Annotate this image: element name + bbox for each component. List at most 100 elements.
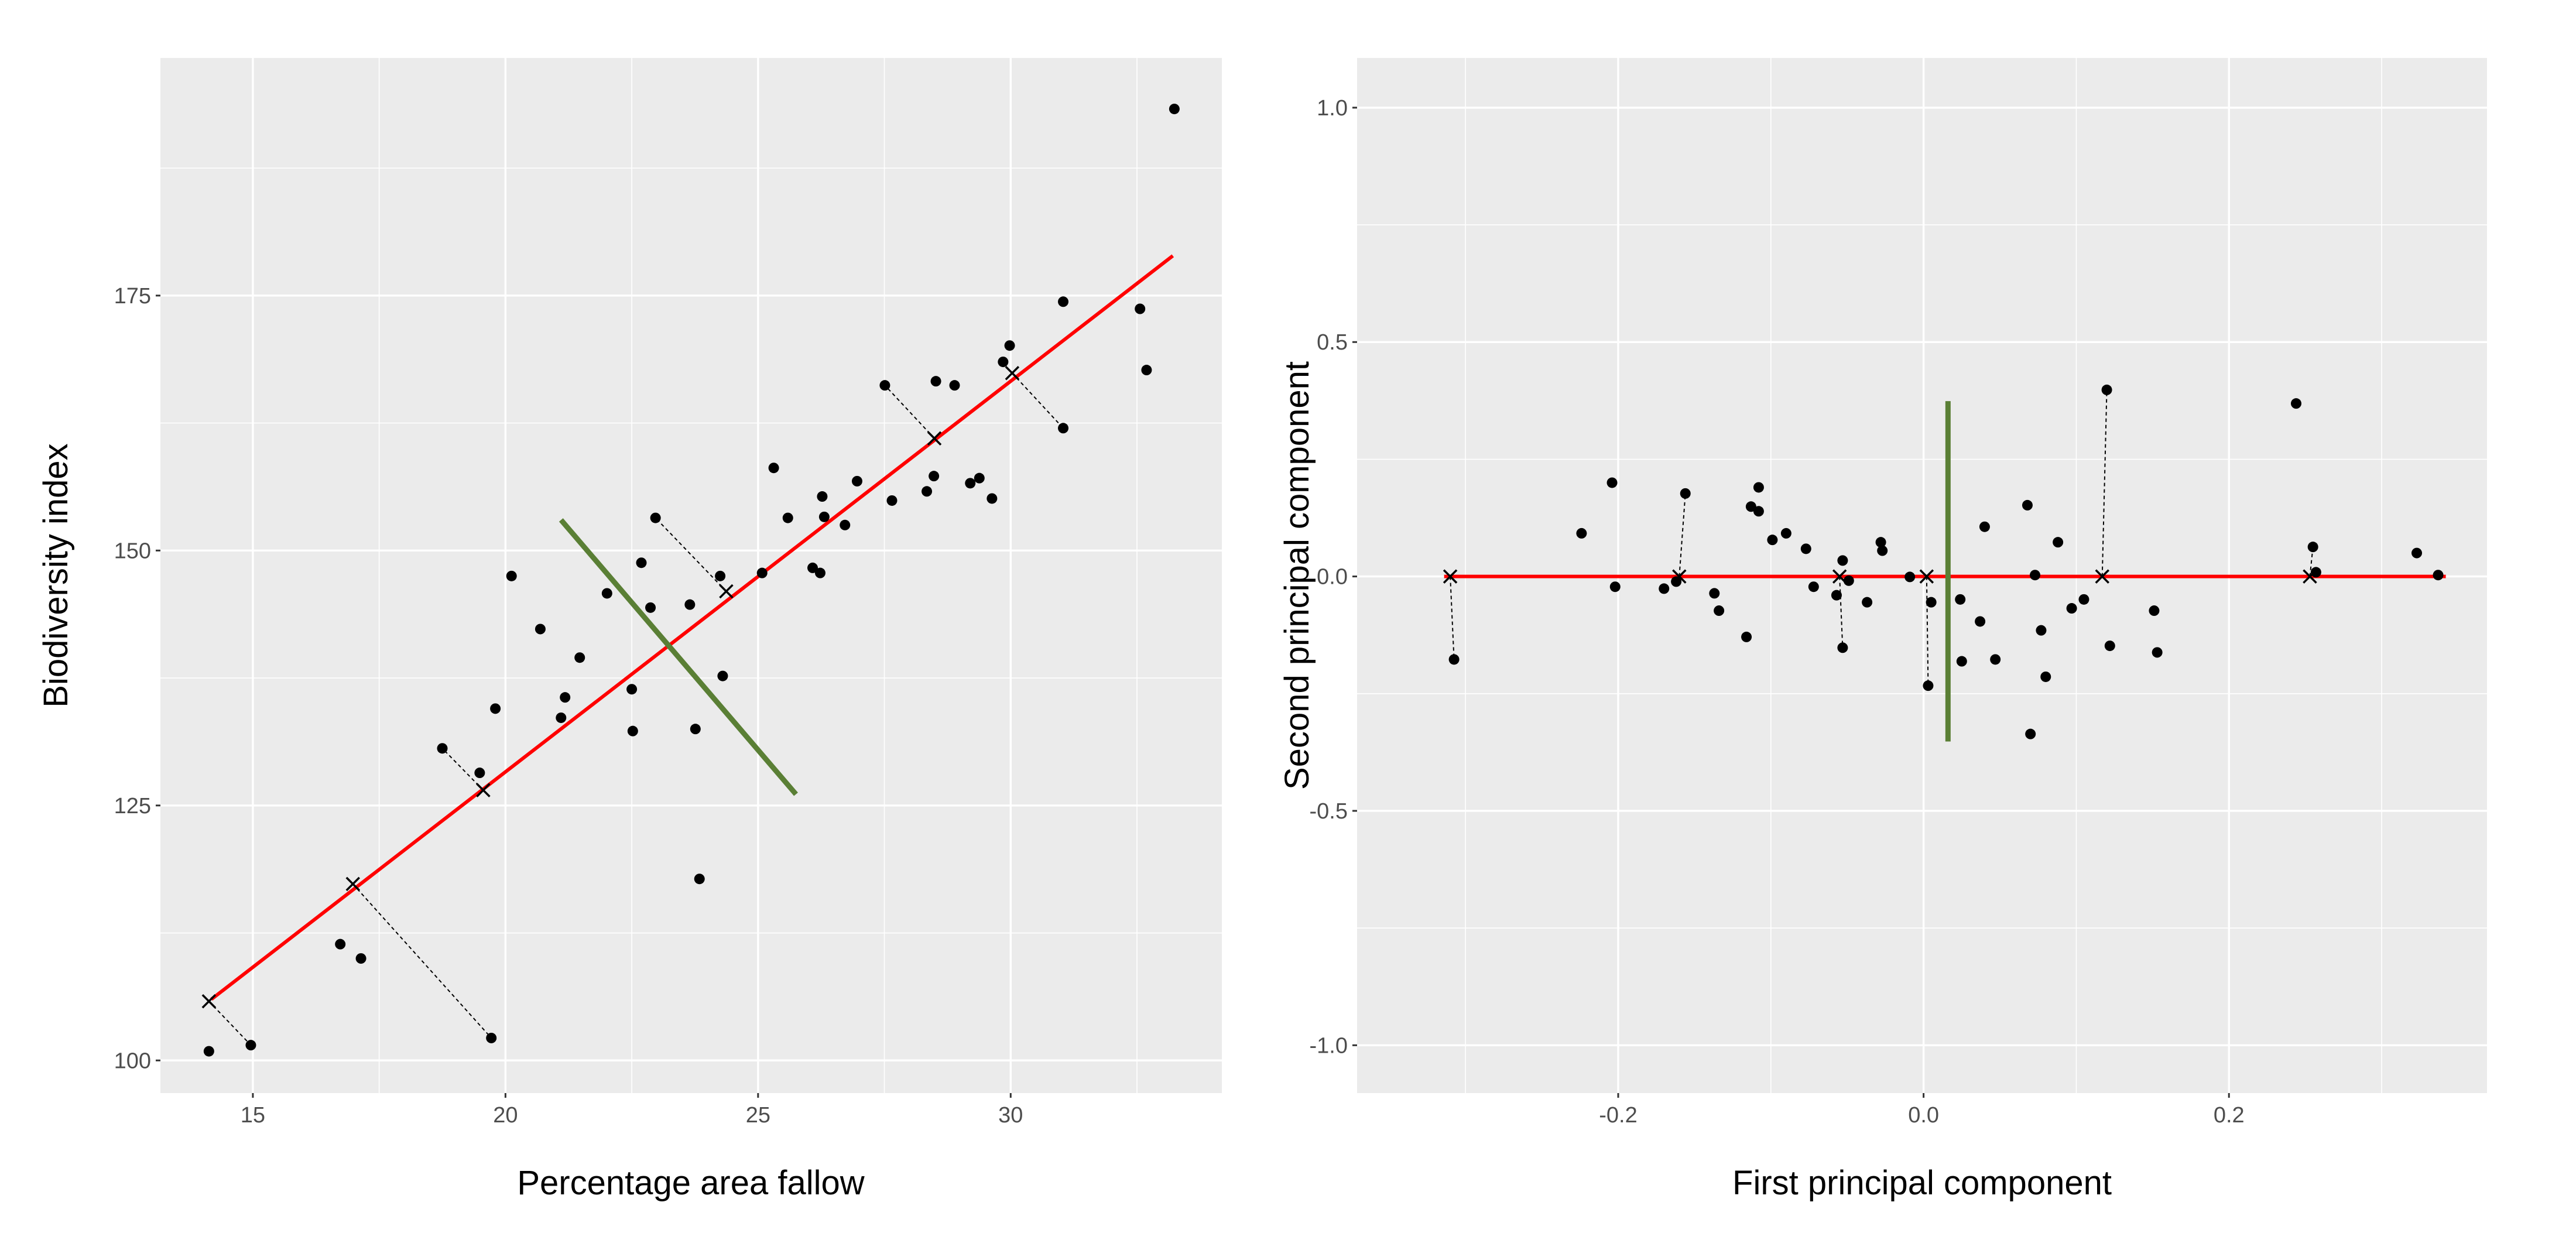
projection-dashed-line bbox=[655, 517, 727, 592]
data-point bbox=[1990, 654, 2001, 665]
data-point bbox=[817, 491, 828, 502]
data-point bbox=[840, 519, 851, 530]
projection-dashed-line bbox=[1678, 493, 1686, 577]
data-point bbox=[1956, 656, 1967, 667]
data-point bbox=[1671, 576, 1682, 587]
y-tick-label: -0.5 bbox=[1310, 799, 1348, 824]
y-tick-label: 0.5 bbox=[1317, 330, 1348, 355]
x-marker-stroke bbox=[476, 783, 491, 797]
projection-x-marker bbox=[201, 994, 217, 1009]
data-point bbox=[2307, 542, 2318, 553]
y-tick-label: 125 bbox=[114, 794, 151, 818]
y-tick-label: 150 bbox=[114, 539, 151, 563]
data-point bbox=[930, 376, 941, 387]
data-point bbox=[1448, 654, 1460, 665]
x-axis-title-right: First principal component bbox=[1732, 1164, 2112, 1202]
data-point bbox=[355, 953, 366, 964]
data-point bbox=[1923, 680, 1934, 691]
data-point bbox=[1753, 482, 1764, 493]
x-axis-title-left: Percentage area fallow bbox=[517, 1164, 865, 1202]
projection-x-marker bbox=[345, 876, 361, 892]
projection-dashed-line bbox=[1839, 576, 1844, 648]
data-point bbox=[2101, 384, 2112, 395]
data-point bbox=[886, 495, 898, 506]
x-tick-label: -0.2 bbox=[1599, 1103, 1637, 1128]
data-point bbox=[1875, 537, 1886, 548]
data-point bbox=[756, 567, 768, 578]
x-marker-stroke bbox=[927, 431, 942, 446]
data-point bbox=[2152, 647, 2163, 658]
projection-dashed-line bbox=[884, 385, 935, 439]
data-point bbox=[807, 562, 818, 573]
data-point bbox=[574, 652, 585, 663]
data-point bbox=[636, 557, 647, 568]
data-point bbox=[650, 512, 661, 523]
projection-x-marker bbox=[1672, 569, 1687, 584]
data-point bbox=[684, 599, 696, 610]
x-marker-stroke bbox=[1672, 569, 1687, 584]
data-point bbox=[645, 602, 656, 613]
chart-biodiversity-vs-fallow: 15 20 25 30 100 125 150 175 bbox=[114, 58, 1222, 1128]
data-point bbox=[1141, 365, 1152, 376]
data-point bbox=[1169, 104, 1180, 115]
plot-panel bbox=[160, 58, 1222, 1093]
data-point bbox=[601, 588, 612, 599]
x-tick-label: 30 bbox=[998, 1103, 1023, 1128]
projection-x-marker bbox=[2095, 569, 2109, 584]
data-point bbox=[1780, 528, 1791, 539]
data-point bbox=[2290, 398, 2301, 409]
data-point bbox=[2025, 728, 2036, 739]
x-marker-stroke bbox=[345, 876, 361, 892]
x-marker-stroke bbox=[1919, 569, 1934, 584]
data-point bbox=[2036, 625, 2047, 636]
projection-x-marker bbox=[1005, 366, 1020, 381]
data-point bbox=[818, 511, 830, 522]
y-axis-title-left: Biodiversity index bbox=[37, 443, 75, 707]
data-point bbox=[560, 692, 571, 703]
data-point bbox=[535, 624, 546, 635]
data-point bbox=[694, 874, 705, 885]
data-point bbox=[1659, 583, 1670, 594]
data-point bbox=[1609, 581, 1621, 592]
y-tick-label: 1.0 bbox=[1317, 96, 1348, 121]
data-point bbox=[1714, 605, 1725, 616]
data-point bbox=[1800, 543, 1811, 554]
data-point bbox=[1606, 477, 1618, 488]
data-point bbox=[1979, 521, 1990, 532]
projection-x-marker bbox=[1832, 569, 1847, 584]
data-point bbox=[1745, 501, 1756, 512]
data-point bbox=[1058, 423, 1069, 434]
data-point bbox=[986, 493, 998, 504]
y-tick-label: 175 bbox=[114, 284, 151, 309]
projection-dashed-line bbox=[1450, 576, 1455, 660]
data-point bbox=[1753, 506, 1764, 517]
x-tick-label: 0.2 bbox=[2214, 1103, 2245, 1128]
data-point bbox=[1837, 642, 1848, 653]
data-point bbox=[203, 1046, 214, 1057]
projection-dashed-line bbox=[2101, 389, 2108, 577]
data-point bbox=[965, 478, 976, 489]
data-point bbox=[998, 357, 1009, 368]
projection-dashed-line bbox=[2309, 547, 2314, 577]
data-point bbox=[1975, 616, 1986, 627]
data-point bbox=[474, 768, 485, 779]
data-point bbox=[490, 703, 501, 714]
data-point bbox=[1862, 597, 1873, 608]
projection-x-marker bbox=[719, 584, 734, 599]
data-point bbox=[2053, 537, 2064, 548]
projection-dashed-line bbox=[352, 883, 492, 1039]
data-point bbox=[2030, 570, 2040, 581]
projection-x-marker bbox=[1443, 569, 1458, 584]
data-point bbox=[1680, 488, 1691, 499]
x-tick-label: 0.0 bbox=[1908, 1103, 1939, 1128]
projection-x-marker bbox=[2303, 569, 2317, 584]
x-marker-stroke bbox=[719, 584, 734, 599]
data-point bbox=[2022, 499, 2033, 511]
data-point bbox=[974, 472, 985, 484]
projection-x-marker bbox=[476, 783, 491, 797]
x-tick-label: 25 bbox=[746, 1103, 770, 1128]
data-point bbox=[929, 471, 940, 482]
data-point bbox=[715, 570, 726, 581]
x-marker-stroke bbox=[1443, 569, 1458, 584]
y-axis-title-right: Second principal component bbox=[1278, 361, 1316, 790]
